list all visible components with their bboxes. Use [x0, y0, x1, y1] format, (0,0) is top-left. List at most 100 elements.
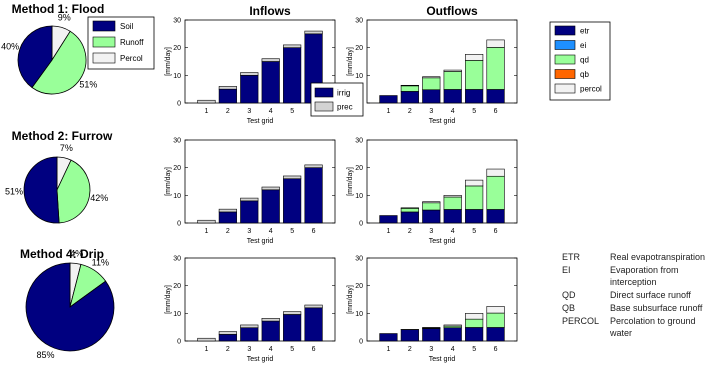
bar-segment-prec: [304, 164, 323, 168]
glossary-abbr: EI: [562, 265, 571, 275]
y-tick-label: 30: [173, 18, 181, 25]
x-tick-label: 2: [408, 228, 412, 235]
x-tick-label: 4: [269, 108, 273, 115]
legend-label-runoff: Runoff: [120, 38, 144, 47]
inflow-legend: irrig prec: [310, 82, 364, 117]
pie-slice-soil: [25, 262, 115, 352]
legend-label-irrig: irrig: [337, 89, 350, 98]
bar-segment-prec: [197, 219, 216, 224]
bar-segment-percol: [422, 76, 441, 79]
legend-swatch-percol: [554, 83, 576, 94]
bar-segment-etr: [486, 327, 505, 342]
x-tick-label: 3: [247, 108, 251, 115]
x-tick-label: 5: [290, 228, 294, 235]
bar-segment-qd: [465, 318, 484, 328]
bar-segment-qd: [422, 77, 441, 91]
x-tick-label: 5: [290, 108, 294, 115]
y-tick-label: 0: [359, 339, 363, 346]
x-tick-label: 6: [312, 228, 316, 235]
bar-segment-etr: [379, 215, 398, 224]
legend-swatch-soil: [92, 20, 116, 32]
glossary-abbr: QD: [562, 290, 576, 300]
bar-segment-etr: [400, 329, 419, 342]
bar-segment-prec: [218, 208, 237, 213]
x-tick-label: 3: [247, 228, 251, 235]
pie-title: Method 2: Furrow: [12, 129, 113, 143]
bar-segment-etr: [422, 89, 441, 104]
x-tick-label: 6: [494, 346, 498, 353]
x-tick-label: 3: [429, 108, 433, 115]
bar-segment-percol: [443, 69, 462, 72]
y-tick-label: 20: [355, 283, 363, 290]
x-tick-label: 5: [290, 346, 294, 353]
inflows-header: Inflows: [249, 4, 291, 18]
y-tick-label: 30: [173, 256, 181, 263]
x-tick-label: 5: [472, 108, 476, 115]
pie-value-label: 9%: [58, 13, 71, 23]
bar-segment-prec: [218, 331, 237, 335]
glossary-abbr: ETR: [562, 252, 581, 262]
bar-segment-percol: [443, 324, 462, 327]
y-axis-label: [mm/day]: [347, 47, 354, 76]
x-tick-label: 5: [472, 346, 476, 353]
legend-label-qb: qb: [580, 70, 589, 79]
bar-segment-irrig: [283, 178, 302, 224]
bar-segment-etr: [400, 211, 419, 224]
legend-label-etr: etr: [580, 27, 590, 36]
bar-segment-percol: [486, 39, 505, 48]
pie-value-label: 4%: [70, 248, 83, 258]
bar-segment-qd: [400, 208, 419, 213]
glossary-definition: water: [609, 328, 632, 338]
x-axis-label: Test grid: [429, 118, 456, 125]
y-tick-label: 10: [355, 193, 363, 200]
bar-segment-percol: [422, 327, 441, 329]
legend-swatch-ei: [554, 40, 576, 50]
bar-segment-percol: [422, 201, 441, 204]
bar-segment-qd: [443, 196, 462, 210]
x-tick-label: 1: [204, 228, 208, 235]
pie-slice-runoff: [56, 159, 91, 224]
bar-segment-qd: [486, 47, 505, 90]
legend-swatch-qd: [554, 54, 576, 65]
bar-segment-prec: [240, 72, 259, 76]
bar-segment-prec: [283, 311, 302, 315]
bar-segment-prec: [197, 337, 216, 342]
bar-segment-etr: [379, 333, 398, 342]
pie-slice-runoff: [31, 30, 87, 95]
x-tick-label: 3: [429, 228, 433, 235]
glossary-definition: Evaporation from: [610, 265, 679, 275]
bar-segment-percol: [443, 195, 462, 198]
bar-segment-etr: [486, 89, 505, 104]
x-axis-label: Test grid: [247, 356, 274, 363]
outflows-header: Outflows: [426, 4, 478, 18]
x-tick-label: 2: [226, 108, 230, 115]
pie-value-label: 85%: [36, 350, 54, 360]
bar-segment-etr: [379, 95, 398, 104]
x-tick-label: 6: [494, 228, 498, 235]
glossary-definition: interception: [610, 277, 657, 287]
bar-segment-prec: [240, 197, 259, 202]
bar-segment-irrig: [283, 47, 302, 104]
bar-segment-irrig: [304, 167, 323, 224]
x-tick-label: 4: [451, 228, 455, 235]
bar-segment-etr: [443, 89, 462, 104]
bar-segment-prec: [240, 324, 259, 329]
y-tick-label: 30: [355, 18, 363, 25]
glossary-definition: Percolation to ground: [610, 316, 696, 326]
bar-segment-irrig: [240, 75, 259, 104]
x-tick-label: 2: [226, 228, 230, 235]
y-tick-label: 30: [355, 138, 363, 145]
pie-value-label: 40%: [1, 41, 19, 51]
bar-segment-irrig: [261, 61, 280, 104]
x-tick-label: 4: [451, 108, 455, 115]
bar-segment-prec: [304, 304, 323, 309]
glossary: ETR Real evapotranspiration EI Evaporation …: [562, 252, 705, 338]
y-axis-label: [mm/day]: [165, 167, 172, 196]
x-tick-label: 6: [312, 346, 316, 353]
